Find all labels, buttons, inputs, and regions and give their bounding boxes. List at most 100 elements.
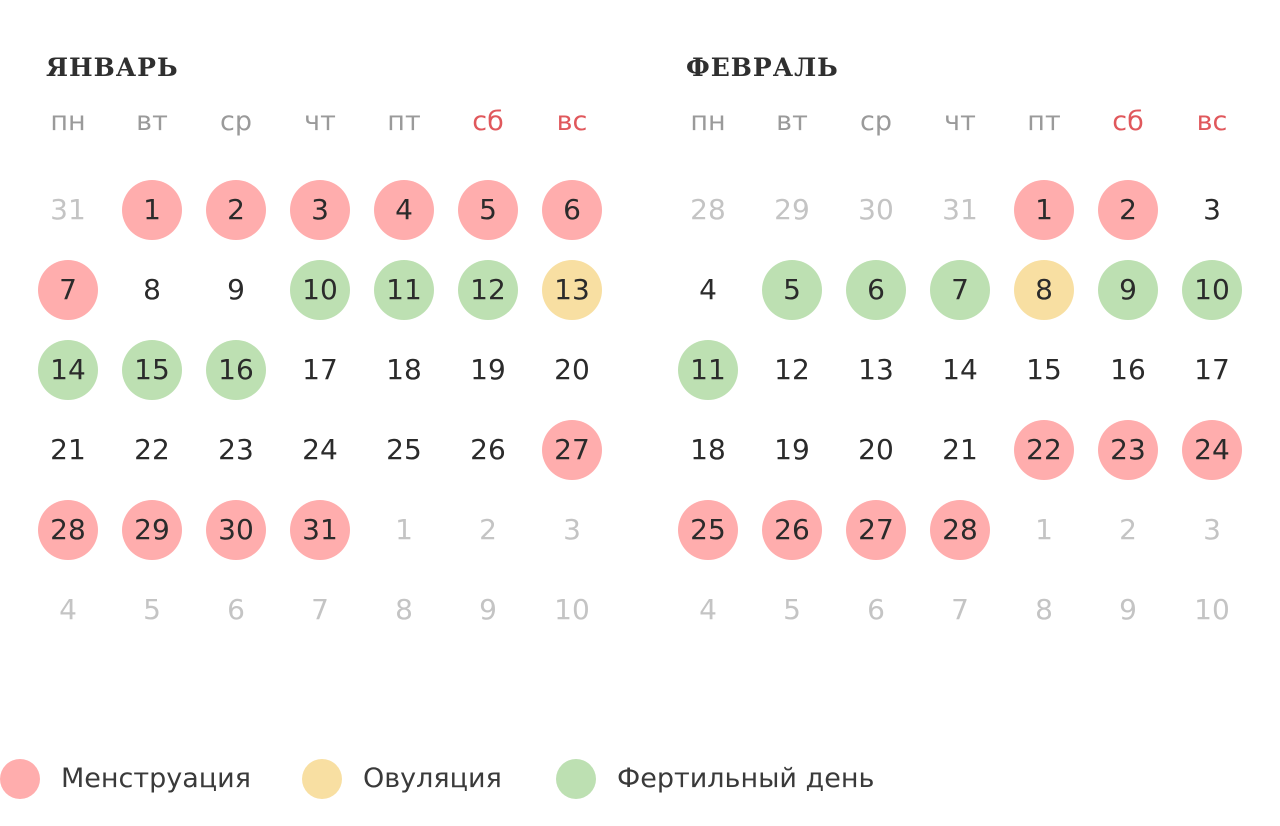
weekday-sun: вс [1196, 106, 1228, 137]
month-title: ЯНВАРЬ [46, 53, 179, 82]
calendar-day[interactable]: 12 [774, 353, 810, 386]
calendar-day[interactable]: 17 [1194, 353, 1230, 386]
calendar-day[interactable]: 6 [542, 180, 602, 240]
calendar-day[interactable]: 21 [50, 433, 86, 466]
calendar-day[interactable]: 7 [930, 260, 990, 320]
calendar-day[interactable]: 30 [206, 500, 266, 560]
weekday-thu: чт [944, 106, 976, 137]
calendar-day[interactable]: 8 [143, 273, 161, 306]
calendar-day[interactable]: 24 [1182, 420, 1242, 480]
calendar-day[interactable]: 16 [1110, 353, 1146, 386]
calendar-day[interactable]: 26 [470, 433, 506, 466]
adjacent-month-day: 30 [858, 193, 894, 226]
adjacent-month-day: 29 [774, 193, 810, 226]
calendar-day[interactable]: 24 [302, 433, 338, 466]
calendar-day[interactable]: 23 [218, 433, 254, 466]
day-grid: 31 1 2 3 4 5 6 7 8 9 10 11 12 13 14 15 16 17 18 19 20 21 22 23 2… [26, 170, 614, 650]
calendar-day[interactable]: 17 [302, 353, 338, 386]
calendar-day[interactable]: 9 [227, 273, 245, 306]
weekday-fri: пт [1027, 106, 1061, 137]
adjacent-month-day: 31 [942, 193, 978, 226]
calendar-day[interactable]: 11 [678, 340, 738, 400]
weekday-header: пн вт ср чт пт сб вс [26, 102, 614, 142]
calendar-day[interactable]: 15 [122, 340, 182, 400]
adjacent-month-day: 6 [867, 593, 885, 626]
legend-ovulation-label: Овуляция [363, 763, 502, 794]
fertile-dot-icon [556, 759, 596, 799]
calendar-day[interactable]: 12 [458, 260, 518, 320]
calendar-day[interactable]: 16 [206, 340, 266, 400]
legend-fertile-label: Фертильный день [617, 763, 875, 794]
adjacent-month-day: 6 [227, 593, 245, 626]
calendar-day[interactable]: 1 [1014, 180, 1074, 240]
calendar-day[interactable]: 25 [386, 433, 422, 466]
calendar-day[interactable]: 20 [858, 433, 894, 466]
calendar-day[interactable]: 27 [542, 420, 602, 480]
calendar-day[interactable]: 2 [206, 180, 266, 240]
calendar-day[interactable]: 28 [930, 500, 990, 560]
ovulation-dot-icon [302, 759, 342, 799]
calendar-day[interactable]: 26 [762, 500, 822, 560]
weekday-sun: вс [556, 106, 588, 137]
month-title: ФЕВРАЛЬ [686, 53, 839, 82]
adjacent-month-day: 28 [690, 193, 726, 226]
calendar-day[interactable]: 28 [38, 500, 98, 560]
calendar-day[interactable]: 11 [374, 260, 434, 320]
calendar-day[interactable]: 19 [774, 433, 810, 466]
weekday-wed: ср [860, 106, 892, 137]
calendar-day[interactable]: 10 [1182, 260, 1242, 320]
calendar-day[interactable]: 2 [1098, 180, 1158, 240]
calendar-day[interactable]: 22 [1014, 420, 1074, 480]
adjacent-month-day: 1 [395, 513, 413, 546]
legend: Менструация Овуляция Фертильный день [0, 758, 1280, 800]
weekday-header: пн вт ср чт пт сб вс [666, 102, 1254, 142]
day-grid: 28 29 30 31 1 2 3 4 5 6 7 8 9 10 11 12 13 14 15 16 17 18 19 20 2… [666, 170, 1254, 650]
calendar-day[interactable]: 4 [699, 273, 717, 306]
adjacent-month-day: 7 [951, 593, 969, 626]
adjacent-month-day: 10 [1194, 593, 1230, 626]
adjacent-month-day: 10 [554, 593, 590, 626]
weekday-tue: вт [136, 106, 168, 137]
calendar-day[interactable]: 22 [134, 433, 170, 466]
adjacent-month-day: 31 [50, 193, 86, 226]
menstruation-dot-icon [0, 759, 40, 799]
calendar-day[interactable]: 19 [470, 353, 506, 386]
calendar-day[interactable]: 31 [290, 500, 350, 560]
calendar-day[interactable]: 8 [1014, 260, 1074, 320]
calendar-day[interactable]: 5 [762, 260, 822, 320]
calendar-day[interactable]: 6 [846, 260, 906, 320]
calendar-day[interactable]: 27 [846, 500, 906, 560]
adjacent-month-day: 5 [783, 593, 801, 626]
calendar-day[interactable]: 18 [690, 433, 726, 466]
weekday-wed: ср [220, 106, 252, 137]
weekday-mon: пн [50, 106, 86, 137]
calendar-day[interactable]: 15 [1026, 353, 1062, 386]
calendar-day[interactable]: 4 [374, 180, 434, 240]
calendar-day[interactable]: 23 [1098, 420, 1158, 480]
adjacent-month-day: 9 [479, 593, 497, 626]
adjacent-month-day: 4 [59, 593, 77, 626]
calendar-day[interactable]: 1 [122, 180, 182, 240]
calendar-day[interactable]: 9 [1098, 260, 1158, 320]
calendar-day[interactable]: 13 [858, 353, 894, 386]
adjacent-month-day: 9 [1119, 593, 1137, 626]
calendar-day[interactable]: 7 [38, 260, 98, 320]
adjacent-month-day: 2 [479, 513, 497, 546]
calendar-day[interactable]: 10 [290, 260, 350, 320]
adjacent-month-day: 8 [1035, 593, 1053, 626]
calendar-day[interactable]: 3 [290, 180, 350, 240]
calendar-day[interactable]: 14 [942, 353, 978, 386]
adjacent-month-day: 3 [1203, 513, 1221, 546]
calendar-day[interactable]: 29 [122, 500, 182, 560]
calendar-day[interactable]: 5 [458, 180, 518, 240]
calendar-day[interactable]: 20 [554, 353, 590, 386]
calendar-day[interactable]: 18 [386, 353, 422, 386]
calendar-day[interactable]: 3 [1203, 193, 1221, 226]
adjacent-month-day: 1 [1035, 513, 1053, 546]
adjacent-month-day: 2 [1119, 513, 1137, 546]
calendar-day[interactable]: 13 [542, 260, 602, 320]
weekday-sat: сб [1112, 106, 1144, 137]
calendar-day[interactable]: 25 [678, 500, 738, 560]
calendar-day[interactable]: 14 [38, 340, 98, 400]
calendar-day[interactable]: 21 [942, 433, 978, 466]
